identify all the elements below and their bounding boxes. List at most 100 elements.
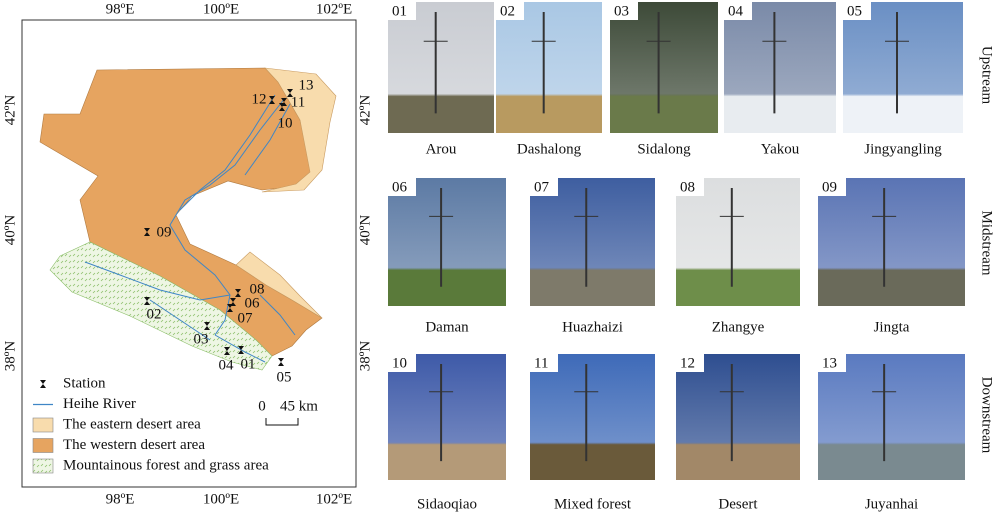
- site-name: Desert: [718, 496, 758, 512]
- site-name: Arou: [426, 141, 457, 157]
- site-name: Yakou: [761, 141, 800, 157]
- photo-id: 09: [822, 179, 837, 195]
- photo-id: 12: [680, 355, 695, 371]
- mountain-forest-grass: [49, 241, 273, 371]
- site-name: Huazhaizi: [562, 319, 623, 335]
- photo-id: 06: [392, 179, 408, 195]
- site-name: Juyanhai: [865, 496, 918, 512]
- lat-label: 42ºN: [357, 95, 373, 126]
- site-name: Sidalong: [637, 141, 691, 157]
- legend-label: The western desert area: [63, 437, 205, 453]
- station-label: 05: [277, 369, 292, 385]
- photo-id-bg: [818, 354, 846, 372]
- photo-id-bg: [610, 2, 638, 20]
- station-marker: [278, 358, 284, 366]
- photo-id-bg: [530, 178, 558, 196]
- legend-label: Mountainous forest and grass area: [63, 457, 269, 473]
- station-label: 10: [278, 115, 293, 131]
- station-marker: [227, 304, 233, 312]
- photo-id: 03: [614, 3, 629, 19]
- photo-id-bg: [724, 2, 752, 20]
- photo-id: 08: [680, 179, 695, 195]
- heihe-river: [84, 94, 296, 363]
- legend-swatch: [32, 458, 54, 474]
- photo: [610, 2, 718, 133]
- reach-label: Downstream: [979, 377, 995, 454]
- site-name: Jingyangling: [864, 141, 942, 157]
- lat-label: 42ºN: [2, 95, 18, 126]
- station-label: 08: [250, 281, 265, 297]
- photo-id: 13: [822, 355, 837, 371]
- lon-label: 100ºE: [203, 491, 239, 507]
- legend-station: [40, 380, 46, 388]
- photo: [530, 354, 655, 480]
- photo: [818, 178, 965, 306]
- station-label: 11: [291, 94, 305, 110]
- reach-label: Midstream: [979, 211, 995, 276]
- lat-label: 40ºN: [2, 215, 18, 246]
- station-label: 07: [238, 310, 254, 326]
- eastern-desert: [235, 67, 337, 319]
- photo-id-bg: [676, 354, 704, 372]
- legend-swatch: [32, 417, 54, 433]
- lon-label: 102ºE: [316, 491, 352, 507]
- station-label: 06: [245, 295, 261, 311]
- legend-label: Heihe River: [63, 396, 136, 412]
- photo-id-bg: [388, 354, 416, 372]
- photo: [843, 2, 963, 133]
- station-label: 01: [241, 356, 256, 372]
- lat-label: 38ºN: [2, 341, 18, 372]
- station-marker: [144, 297, 150, 305]
- legend-label: The eastern desert area: [63, 416, 201, 432]
- station-label: 13: [299, 77, 314, 93]
- site-name: Daman: [425, 319, 469, 335]
- photo-id-bg: [530, 354, 558, 372]
- lat-label: 38ºN: [357, 341, 373, 372]
- site-name: Sidaoqiao: [417, 496, 477, 512]
- photo-id-bg: [496, 2, 524, 20]
- photo-id-bg: [676, 178, 704, 196]
- station-marker: [269, 96, 275, 104]
- photo: [530, 178, 655, 306]
- photo-id-bg: [388, 2, 416, 20]
- station-label: 02: [147, 306, 162, 322]
- site-name: Jingta: [874, 319, 910, 335]
- reach-label: Upstream: [979, 46, 995, 105]
- site-name: Mixed forest: [554, 496, 632, 512]
- lat-label: 40ºN: [357, 215, 373, 246]
- photo-id-bg: [388, 178, 416, 196]
- photo-id: 04: [728, 3, 744, 19]
- photo: [724, 2, 836, 133]
- lon-label: 98ºE: [106, 491, 135, 507]
- photo: [818, 354, 965, 480]
- legend: Station Heihe River The eastern desert are…: [32, 375, 269, 474]
- photo: [388, 354, 506, 480]
- photo: [388, 2, 494, 133]
- photo-id-bg: [843, 2, 871, 20]
- station-label: 12: [252, 91, 267, 107]
- photo-id: 02: [500, 3, 515, 19]
- station-marker: [287, 89, 293, 97]
- station-marker: [204, 322, 210, 330]
- lon-label: 98ºE: [106, 1, 135, 17]
- lon-label: 100ºE: [203, 1, 239, 17]
- photo: [388, 178, 506, 306]
- station-marker: [235, 289, 241, 297]
- station-marker: [281, 98, 287, 106]
- station-marker: [144, 228, 150, 236]
- station-label: 09: [157, 224, 172, 240]
- photo-id: 07: [534, 179, 550, 195]
- station-label: 04: [219, 357, 235, 373]
- photo-id: 01: [392, 3, 407, 19]
- legend-label: Station: [63, 375, 106, 391]
- photo: [676, 178, 800, 306]
- photo-id: 05: [847, 3, 862, 19]
- photo-id: 11: [534, 355, 548, 371]
- lon-label: 102ºE: [316, 1, 352, 17]
- photo: [496, 2, 602, 133]
- station-marker: [238, 346, 244, 354]
- scale-end: 45 km: [280, 398, 318, 414]
- site-name: Dashalong: [517, 141, 582, 157]
